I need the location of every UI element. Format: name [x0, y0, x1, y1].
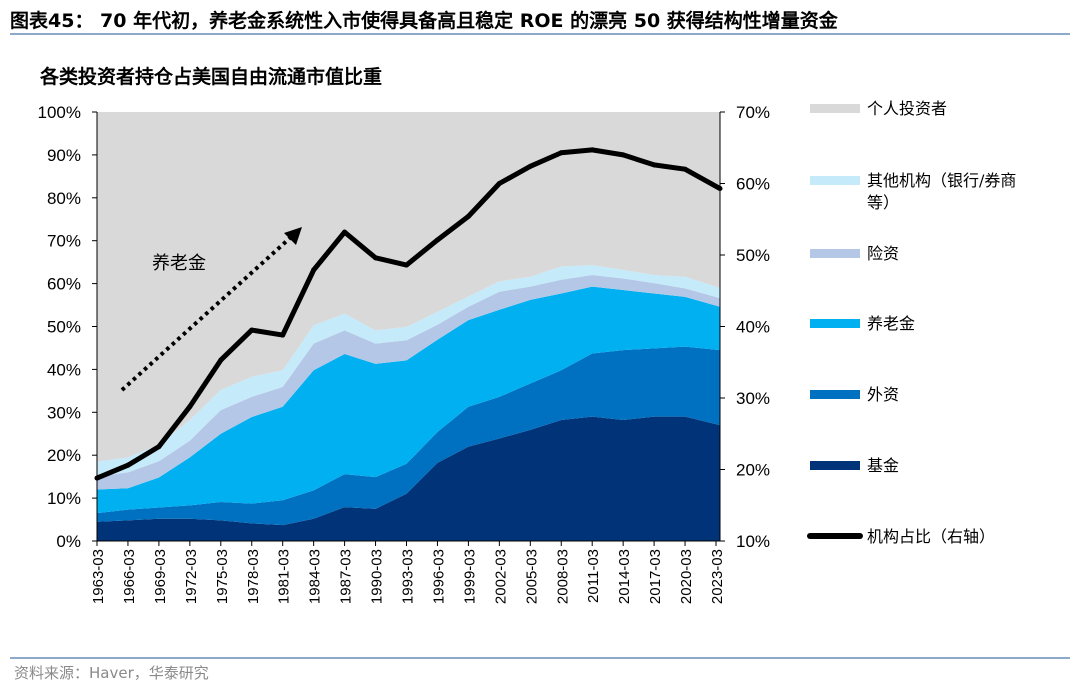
left-tick-label: 0%: [56, 532, 81, 551]
line-point: [589, 147, 595, 153]
annotation-label: 养老金: [152, 253, 206, 274]
x-tick-label: 2008-03: [554, 549, 571, 604]
x-tick-label: 1972-03: [183, 549, 200, 604]
line-point: [218, 357, 224, 363]
line-point: [187, 404, 193, 410]
left-tick-label: 80%: [47, 189, 81, 208]
left-tick-label: 60%: [47, 275, 81, 294]
x-tick-label: 1996-03: [430, 549, 447, 604]
x-tick-label: 1981-03: [276, 549, 293, 604]
x-tick-label: 1984-03: [307, 549, 324, 604]
line-point: [373, 255, 379, 261]
line-point: [249, 327, 255, 333]
line-point: [342, 229, 348, 235]
line-point: [496, 181, 502, 186]
x-tick-label: 2002-03: [492, 549, 509, 604]
x-tick-label: 2014-03: [616, 549, 633, 604]
legend-swatch-3: [810, 249, 860, 258]
x-tick-label: 1975-03: [214, 549, 231, 604]
right-tick-label: 70%: [736, 103, 770, 122]
x-tick-label: 1966-03: [121, 549, 138, 604]
legend-label: 险资: [867, 244, 899, 263]
area-series-4: [97, 265, 720, 477]
title-divider: [10, 33, 1070, 35]
institution-share-line-group: [94, 147, 723, 481]
x-tick-label: 1963-03: [90, 549, 107, 604]
area-series-2: [97, 286, 720, 514]
line-point: [280, 332, 286, 338]
x-tick-label: 1990-03: [369, 549, 386, 604]
legend-label: 等）: [867, 193, 899, 212]
line-point: [527, 163, 533, 169]
left-tick-label: 90%: [47, 146, 81, 165]
x-tick-label: 2020-03: [678, 549, 695, 604]
line-point: [434, 237, 440, 243]
x-tick-label: 1999-03: [461, 549, 478, 604]
annotation-arrow-shaft: [120, 236, 292, 392]
left-tick-label: 50%: [47, 318, 81, 337]
area-series-3: [97, 275, 720, 490]
x-tick-label: 1993-03: [400, 549, 417, 604]
left-tick-label: 40%: [47, 360, 81, 379]
x-tick-label: 2005-03: [523, 549, 540, 604]
left-tick-label: 70%: [47, 232, 81, 251]
legend-label: 外资: [867, 385, 899, 404]
figure-title: 图表45： 70 年代初，养老金系统性入市使得具备高且稳定 ROE 的漂亮 50…: [10, 10, 838, 32]
right-tick-label: 50%: [736, 246, 770, 265]
x-tick-label: 1987-03: [338, 549, 355, 604]
legend-swatch-1: [810, 390, 860, 399]
right-tick-label: 20%: [736, 461, 770, 480]
line-point: [125, 462, 131, 468]
legend-label: 个人投资者: [867, 99, 947, 118]
line-point: [311, 267, 317, 273]
area-series-1: [97, 346, 720, 526]
legend-label: 其他机构（银行/券商: [867, 171, 1016, 190]
axes: 0% 10% 20% 30% 40% 50% 60% 70% 80% 90% 100% 10% 20% 3…: [38, 103, 771, 604]
legend-swatch-0: [810, 461, 860, 470]
legend-swatch-5: [810, 104, 860, 113]
x-tick-label: 2011-03: [585, 549, 602, 603]
right-tick-label: 10%: [736, 532, 770, 551]
legend-label: 机构占比（右轴）: [867, 527, 995, 546]
line-point: [651, 162, 657, 168]
legend-label: 养老金: [867, 314, 915, 333]
left-tick-label: 20%: [47, 446, 81, 465]
x-tick-label: 2023-03: [709, 549, 726, 604]
annotation: 养老金: [120, 227, 302, 392]
legend-swatch-2: [810, 319, 860, 328]
line-point: [465, 213, 471, 219]
line-point: [682, 166, 688, 172]
left-tick-label: 10%: [47, 489, 81, 508]
legend-swatch-4: [810, 176, 860, 185]
annotation-arrowhead-icon: [284, 227, 302, 245]
chart-title: 各类投资者持仓占美国自由流通市值比重: [40, 66, 383, 88]
x-tick-label: 2017-03: [647, 549, 664, 604]
line-point: [558, 150, 564, 156]
right-tick-label: 30%: [736, 389, 770, 408]
line-point: [404, 262, 409, 268]
x-tick-label: 1978-03: [245, 549, 262, 604]
right-tick-label: 60%: [736, 175, 770, 194]
source-note: 资料来源：Haver，华泰研究: [14, 664, 209, 682]
right-tick-label: 40%: [736, 318, 770, 337]
left-tick-label: 30%: [47, 403, 81, 422]
area-series-0: [97, 416, 720, 541]
legend-label: 基金: [867, 456, 899, 475]
line-point: [156, 444, 162, 450]
footer-divider: [10, 657, 1070, 659]
line-point: [620, 152, 626, 158]
area-series-5: [97, 112, 720, 462]
x-tick-label: 1969-03: [152, 549, 169, 604]
left-tick-label: 100%: [38, 103, 81, 122]
stacked-areas: [97, 112, 720, 541]
